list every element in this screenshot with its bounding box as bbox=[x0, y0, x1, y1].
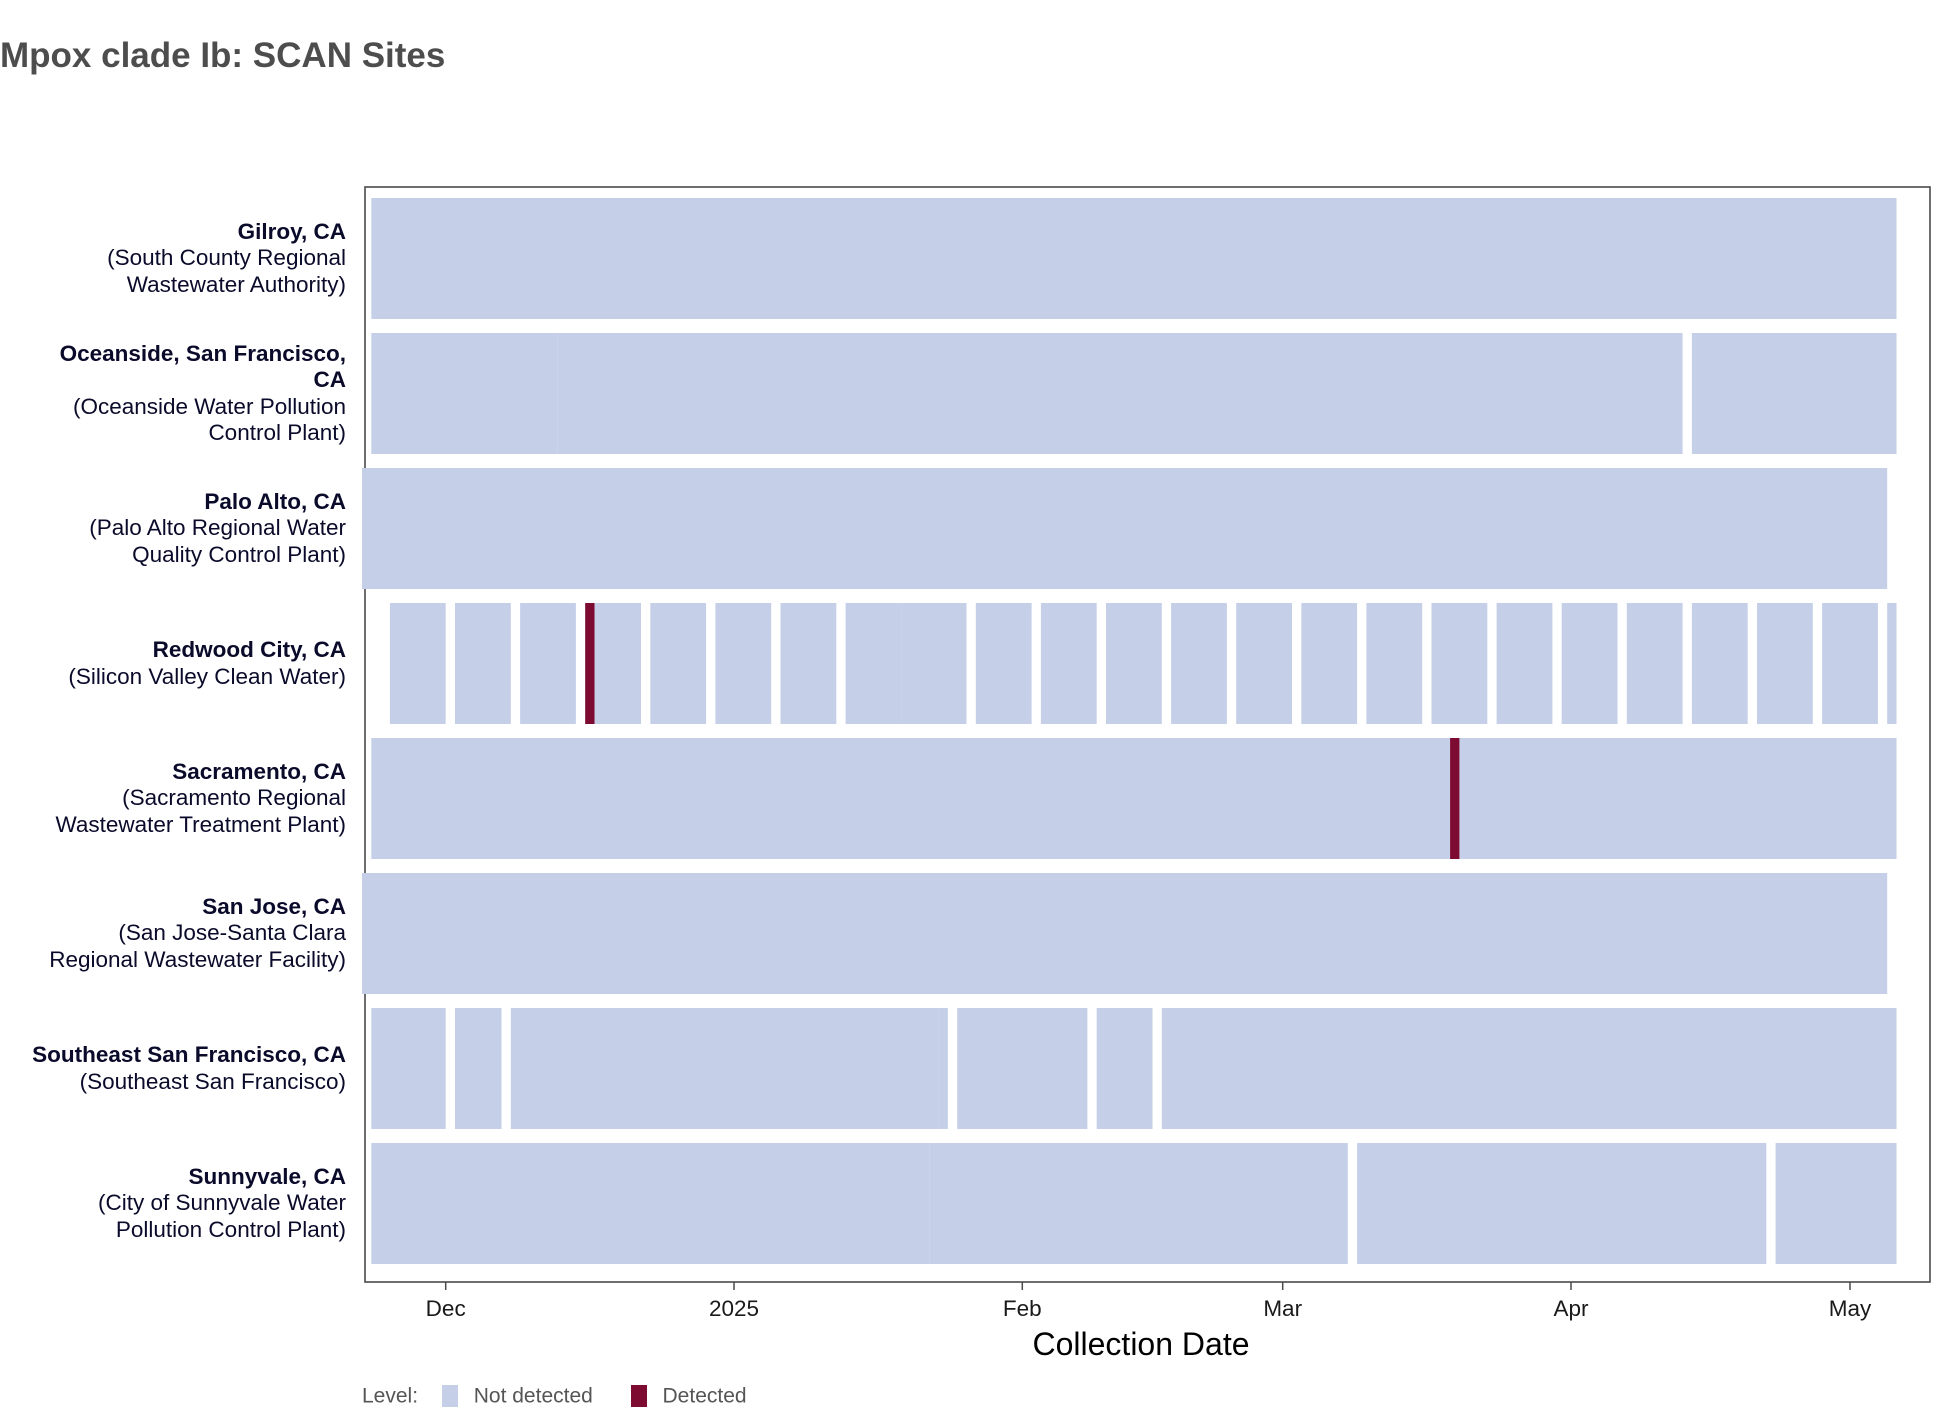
tile-not-detected bbox=[1096, 1008, 1153, 1129]
x-tick-label: Mar bbox=[1263, 1296, 1303, 1321]
site-name: Southeast San Francisco, CA bbox=[32, 1042, 346, 1067]
legend: Level: Not detected Detected bbox=[362, 1384, 747, 1408]
legend-swatch-not-detected bbox=[441, 1385, 458, 1408]
site-label: Palo Alto, CA (Palo Alto Regional Water Q… bbox=[26, 489, 346, 569]
tile-not-detected bbox=[1757, 603, 1813, 724]
tile-not-detected bbox=[901, 603, 920, 724]
tile-not-detected bbox=[1822, 603, 1878, 724]
chart-title: Mpox clade Ib: SCAN Sites bbox=[0, 36, 446, 75]
tile-not-detected bbox=[1496, 603, 1553, 724]
tile-not-detected bbox=[371, 1008, 446, 1129]
tile-not-detected bbox=[938, 1008, 948, 1129]
site-label: Sacramento, CA (Sacramento Regional Waste… bbox=[26, 759, 346, 839]
legend-title: Level: bbox=[362, 1384, 419, 1408]
tile-detected bbox=[585, 603, 595, 724]
tile-not-detected bbox=[1626, 603, 1683, 724]
site-name: Sunnyvale, CA bbox=[188, 1163, 346, 1189]
site-label: Sunnyvale, CA (City of Sunnyvale Water Po… bbox=[26, 1164, 346, 1244]
site-name: Palo Alto, CA bbox=[204, 488, 346, 514]
tile-not-detected bbox=[1431, 603, 1488, 724]
tile-not-detected bbox=[455, 603, 511, 724]
site-facility: (Palo Alto Regional Water Quality Contro… bbox=[89, 515, 346, 567]
tile-not-detected bbox=[510, 1008, 939, 1129]
tile-not-detected bbox=[1171, 603, 1227, 724]
site-facility: (Silicon Valley Clean Water) bbox=[68, 663, 346, 689]
x-tick-label: 2025 bbox=[708, 1296, 760, 1321]
tile-not-detected bbox=[389, 603, 446, 724]
tile-not-detected bbox=[371, 738, 1897, 859]
tile-not-detected bbox=[1691, 603, 1748, 724]
x-tick-label: Apr bbox=[1553, 1296, 1589, 1321]
tile-not-detected bbox=[1106, 603, 1162, 724]
tile-not-detected bbox=[362, 468, 1888, 589]
site-label: San Jose, CA (San Jose-Santa Clara Region… bbox=[26, 894, 346, 974]
tile-not-detected bbox=[957, 1008, 1088, 1129]
tile-not-detected bbox=[1357, 1143, 1767, 1264]
site-facility: (Oceanside Water Pollution Control Plant… bbox=[72, 393, 346, 446]
tile-not-detected bbox=[371, 333, 558, 454]
tile-not-detected bbox=[557, 333, 1683, 454]
tile-not-detected bbox=[362, 873, 1888, 994]
x-axis-ticks bbox=[444, 1282, 1851, 1290]
legend-label-not-detected: Not detected bbox=[473, 1384, 593, 1408]
tile-not-detected bbox=[1887, 603, 1897, 724]
tile-not-detected bbox=[1236, 603, 1292, 724]
site-facility: (South County Regional Wastewater Author… bbox=[107, 245, 346, 297]
site-facility: (Southeast San Francisco) bbox=[79, 1068, 346, 1094]
site-facility: (San Jose-Santa Clara Regional Wastewate… bbox=[49, 920, 346, 972]
tile-not-detected bbox=[1691, 333, 1897, 454]
tile-not-detected bbox=[845, 603, 902, 724]
tile-not-detected bbox=[1775, 1143, 1897, 1264]
tile-not-detected bbox=[1301, 603, 1358, 724]
site-name: Redwood City, CA bbox=[152, 637, 346, 662]
legend-swatch-detected bbox=[630, 1385, 647, 1408]
tile-not-detected bbox=[520, 603, 576, 724]
x-tick-label: Feb bbox=[1002, 1296, 1042, 1321]
x-tick-label: Dec bbox=[425, 1296, 466, 1321]
tile-not-detected bbox=[929, 1143, 1348, 1264]
site-name: Sacramento, CA bbox=[172, 758, 346, 784]
legend-label-detected: Detected bbox=[662, 1384, 747, 1408]
tile-not-detected bbox=[975, 603, 1032, 724]
tile-not-detected bbox=[371, 1143, 930, 1264]
site-name: Oceanside, San Francisco, CA bbox=[59, 340, 346, 393]
tile-not-detected bbox=[371, 198, 1897, 319]
tile-not-detected bbox=[715, 603, 772, 724]
x-tick-label: May bbox=[1828, 1296, 1872, 1321]
tile-not-detected bbox=[1040, 603, 1097, 724]
tile-not-detected bbox=[455, 1008, 502, 1129]
site-name: Gilroy, CA bbox=[237, 218, 346, 244]
tile-not-detected bbox=[780, 603, 837, 724]
tile-detected bbox=[1450, 738, 1460, 859]
x-axis-title: Collection Date bbox=[1032, 1326, 1250, 1362]
site-label: Gilroy, CA (South County Regional Wastewa… bbox=[26, 219, 346, 299]
site-name: San Jose, CA bbox=[202, 893, 346, 919]
tile-not-detected bbox=[1561, 603, 1618, 724]
site-facility: (City of Sunnyvale Water Pollution Contr… bbox=[97, 1190, 346, 1242]
site-facility: (Sacramento Regional Wastewater Treatmen… bbox=[55, 785, 346, 837]
site-label: Redwood City, CA (Silicon Valley Clean Wa… bbox=[26, 637, 346, 690]
tile-not-detected bbox=[1161, 1008, 1897, 1129]
site-label: Southeast San Francisco, CA (Southeast Sa… bbox=[26, 1042, 346, 1095]
site-label: Oceanside, San Francisco, CA (Oceanside W… bbox=[26, 341, 346, 447]
tiles-layer bbox=[362, 198, 1897, 1264]
tile-not-detected bbox=[1366, 603, 1423, 724]
tile-not-detected bbox=[920, 603, 967, 724]
tile-not-detected bbox=[650, 603, 707, 724]
